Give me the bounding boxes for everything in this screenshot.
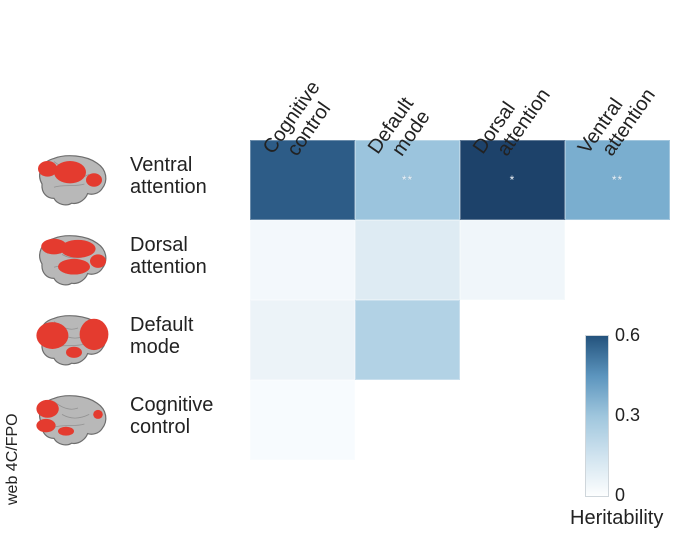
brain-icon: [30, 390, 110, 450]
colorbar: [585, 335, 609, 497]
brain-icon: [30, 150, 110, 210]
heatmap-cell: [250, 300, 355, 380]
side-label: web 4C/FPO: [4, 413, 22, 505]
colorbar-tick: 0.3: [615, 405, 640, 426]
row-label: Cognitivecontrol: [130, 394, 213, 438]
brain-icon: [30, 230, 110, 290]
colorbar-tick: 0: [615, 485, 625, 506]
row-label: Defaultmode: [130, 314, 193, 358]
heatmap-cell: [250, 220, 355, 300]
row-label: Dorsalattention: [130, 234, 207, 278]
colorbar-tick: 0.6: [615, 325, 640, 346]
heatmap-cell: [250, 380, 355, 460]
heatmap-cell: [355, 220, 460, 300]
brain-icon: [30, 310, 110, 370]
row-label: Ventralattention: [130, 154, 207, 198]
heatmap-cell: [460, 220, 565, 300]
heatmap-cell: [355, 300, 460, 380]
colorbar-title: Heritability: [570, 507, 663, 530]
